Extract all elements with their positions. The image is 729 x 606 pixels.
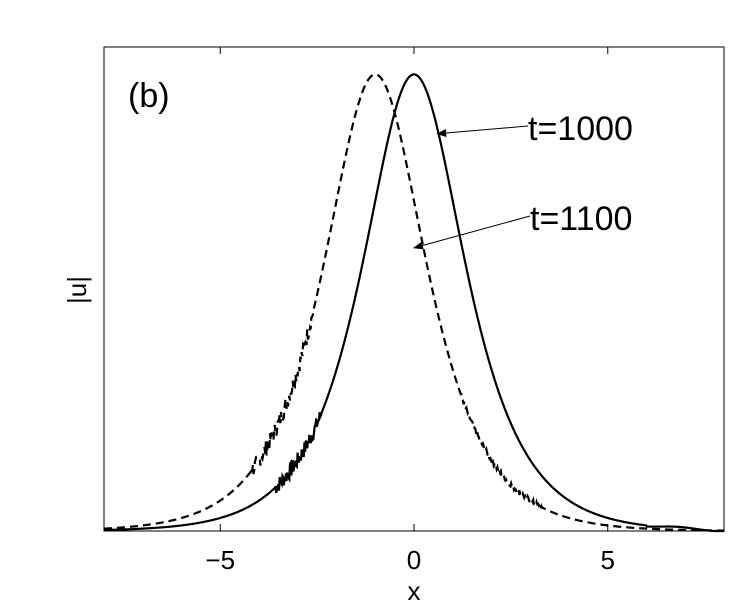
series-line-t=1000 [103,73,725,533]
x-tick-label-0: −5 [205,545,235,575]
annotation-label-1: t=1100 [530,200,632,238]
x-tick-label-1: 0 [407,545,421,575]
x-axis-label: x [408,576,421,606]
annotation-layer: t=1000 t=1100 [413,110,633,250]
x-tick-label-2: 5 [601,545,615,575]
x-axis-ticks: −5 0 5 [205,47,615,575]
annotation-label-0: t=1000 [528,110,633,148]
annotation-arrow-1 [413,215,531,250]
annotation-arrow-0 [436,125,529,137]
series-layer [103,73,725,533]
panel-label: (b) [128,77,170,115]
y-axis-label: |u| [62,276,92,304]
series-line-t=1100 [103,73,725,532]
